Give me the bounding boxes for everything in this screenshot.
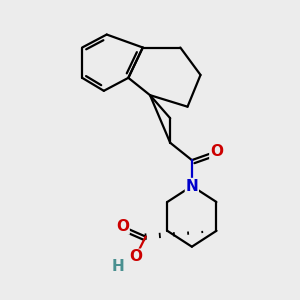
Text: O: O: [210, 144, 223, 159]
Text: O: O: [129, 249, 142, 264]
Text: H: H: [112, 260, 124, 274]
Text: O: O: [116, 219, 129, 234]
Text: N: N: [185, 178, 198, 194]
